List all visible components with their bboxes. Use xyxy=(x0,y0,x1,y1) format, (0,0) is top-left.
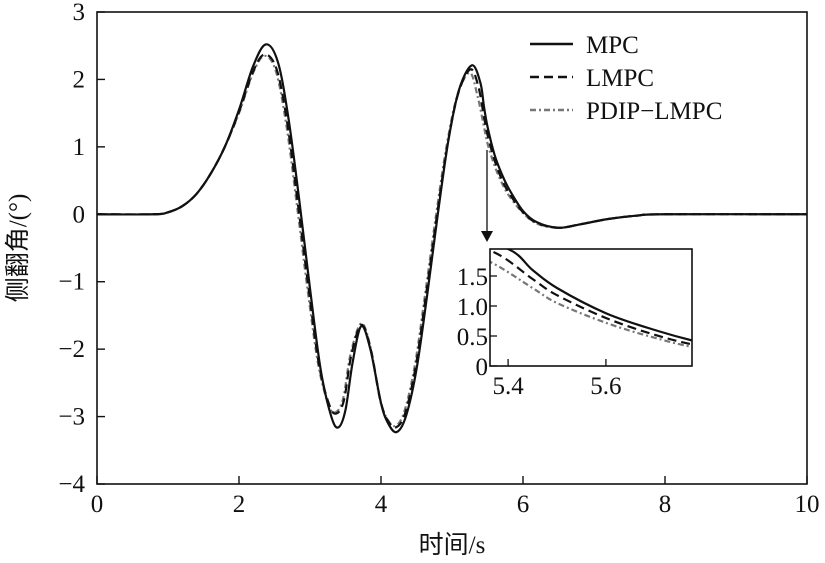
plot-frame xyxy=(96,11,808,485)
inset-chart: 5.4 5.6 0 0.5 1.0 1.5 xyxy=(457,248,693,400)
x-tick-label: 4 xyxy=(375,491,388,518)
inset-series-line xyxy=(490,249,692,346)
x-tick-label: 6 xyxy=(517,491,530,518)
inset-series-layer xyxy=(490,249,692,349)
x-tick-label: 2 xyxy=(233,491,246,518)
y-tick-label: −3 xyxy=(58,404,85,431)
y-tick-label: −1 xyxy=(58,269,85,296)
y-tick-label: 1 xyxy=(73,134,86,161)
series-line-mpc xyxy=(97,43,807,434)
inset-y-tick-label: 0.5 xyxy=(457,324,488,351)
x-tick-label: 0 xyxy=(91,491,104,518)
legend: MPC LMPC PDIP−LMPC xyxy=(530,32,722,125)
y-tick-label: −2 xyxy=(58,336,85,363)
y-tick-label: 0 xyxy=(73,201,86,228)
legend-label: MPC xyxy=(586,32,639,59)
x-axis-label: 时间/s xyxy=(419,531,486,559)
zoom-arrow xyxy=(481,150,493,242)
inset-x-tick-label: 5.4 xyxy=(492,373,524,400)
legend-label: LMPC xyxy=(586,65,654,92)
inset-series-line xyxy=(490,260,692,349)
series-layer xyxy=(97,43,807,434)
inset-y-tick-label: 0 xyxy=(476,354,489,381)
inset-y-tick-label: 1.5 xyxy=(457,264,488,291)
inset-frame xyxy=(489,248,693,367)
y-axis-label: 侧翻角/(°) xyxy=(4,194,32,303)
y-tick-label: −4 xyxy=(58,471,85,498)
axis-ticks: 0 2 4 6 8 10 −4 −3 −2 −1 0 1 2 3 xyxy=(58,0,819,518)
legend-label: PDIP−LMPC xyxy=(586,98,722,125)
x-tick-label: 10 xyxy=(795,491,820,518)
inset-x-tick-label: 5.6 xyxy=(590,373,621,400)
inset-series-line xyxy=(505,249,692,342)
x-tick-label: 8 xyxy=(659,491,672,518)
y-tick-label: 3 xyxy=(73,0,86,26)
y-tick-label: 2 xyxy=(73,66,86,93)
inset-y-tick-label: 1.0 xyxy=(457,294,488,321)
